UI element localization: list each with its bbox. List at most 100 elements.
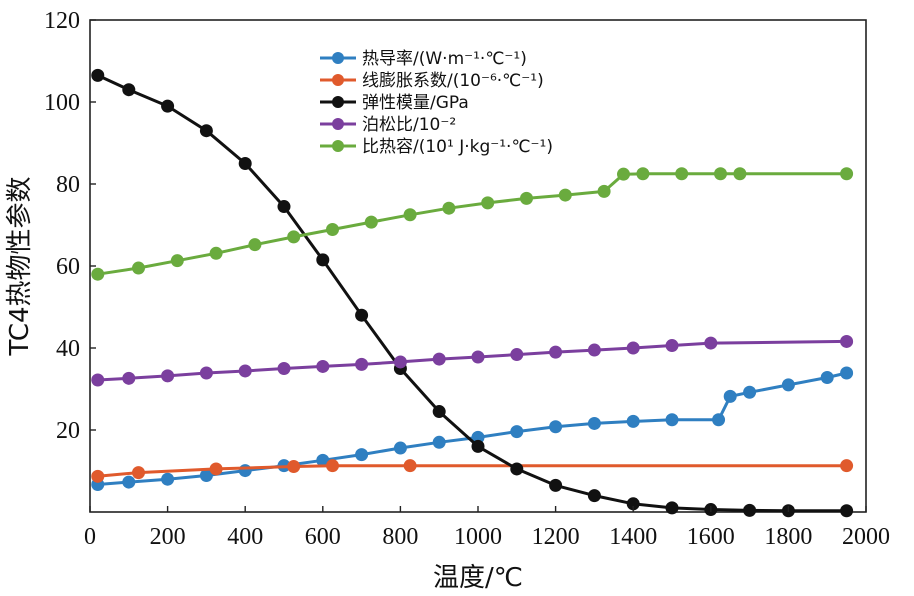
data-point xyxy=(209,246,223,260)
data-point xyxy=(393,441,407,455)
data-point xyxy=(122,83,136,97)
data-point xyxy=(355,448,369,462)
data-point xyxy=(122,371,136,385)
data-point xyxy=(597,184,611,198)
x-tick-label: 200 xyxy=(150,524,186,550)
data-point xyxy=(587,343,601,357)
data-point xyxy=(626,341,640,355)
x-tick-label: 1200 xyxy=(532,524,580,550)
data-point xyxy=(840,366,854,380)
data-point xyxy=(520,191,533,205)
series-line xyxy=(97,371,847,486)
data-point xyxy=(287,459,301,473)
data-point xyxy=(587,416,601,430)
data-point xyxy=(665,501,679,515)
data-point xyxy=(723,389,737,403)
legend-swatch-marker xyxy=(332,118,344,130)
data-point xyxy=(238,157,252,170)
y-axis-ticks: 20 40 60 80 100 120 xyxy=(44,8,96,444)
data-point xyxy=(665,339,679,353)
series-2 xyxy=(91,68,854,518)
data-point xyxy=(840,334,854,348)
data-point xyxy=(238,364,252,378)
y-tick-label: 120 xyxy=(44,8,80,34)
data-point xyxy=(403,208,417,222)
x-axis-ticks: 0 200 400 600 800 1000 1200 1400 1600 1800 2000 xyxy=(84,506,890,550)
data-point xyxy=(704,336,718,350)
legend-label: 泊松比/10⁻² xyxy=(362,115,456,135)
data-point xyxy=(510,348,524,362)
data-point xyxy=(199,469,213,483)
x-tick-label: 1600 xyxy=(687,524,735,550)
data-point xyxy=(91,373,105,387)
data-point xyxy=(355,357,369,371)
data-point xyxy=(277,200,291,214)
data-point xyxy=(326,459,339,473)
series-line xyxy=(97,172,847,276)
data-point xyxy=(549,420,563,434)
series-4 xyxy=(91,167,854,281)
data-point xyxy=(91,68,105,82)
data-point xyxy=(393,355,407,369)
data-point xyxy=(199,124,213,138)
data-point xyxy=(432,405,446,419)
x-tick-label: 600 xyxy=(305,524,341,550)
data-point xyxy=(326,223,339,237)
data-point xyxy=(743,385,757,399)
data-point xyxy=(675,167,689,181)
data-point xyxy=(781,378,795,392)
y-tick-label: 20 xyxy=(56,418,80,444)
x-tick-label: 400 xyxy=(227,524,263,550)
data-point xyxy=(91,469,105,483)
data-point xyxy=(471,350,485,364)
x-axis-title: 温度/℃ xyxy=(433,563,523,593)
data-point xyxy=(316,359,330,373)
data-point xyxy=(432,435,446,449)
legend-swatch-marker xyxy=(332,96,344,108)
data-point xyxy=(617,167,630,181)
legend-label: 比热容/(10¹ J·kg⁻¹·℃⁻¹) xyxy=(362,137,553,157)
data-point xyxy=(840,459,854,473)
series-layer xyxy=(91,68,854,518)
data-point xyxy=(714,167,727,181)
data-point xyxy=(712,413,726,427)
y-tick-label: 40 xyxy=(56,336,80,362)
legend-label: 线膨胀系数/(10⁻⁶·℃⁻¹) xyxy=(362,71,544,91)
data-point xyxy=(442,201,456,215)
x-tick-label: 0 xyxy=(84,524,96,550)
legend-item: 比热容/(10¹ J·kg⁻¹·℃⁻¹) xyxy=(320,137,553,157)
data-point xyxy=(170,254,184,268)
legend-label: 弹性模量/GPa xyxy=(362,93,469,113)
data-point xyxy=(471,439,485,453)
legend-swatch-marker xyxy=(332,52,344,64)
legend-label: 热导率/(W·m⁻¹·℃⁻¹) xyxy=(362,49,527,69)
data-point xyxy=(364,215,378,229)
legend-item: 线膨胀系数/(10⁻⁶·℃⁻¹) xyxy=(320,71,544,91)
data-point xyxy=(316,253,330,267)
data-point xyxy=(820,371,834,385)
legend-item: 热导率/(W·m⁻¹·℃⁻¹) xyxy=(320,49,527,69)
x-tick-label: 1800 xyxy=(764,524,812,550)
data-point xyxy=(626,414,640,428)
data-point xyxy=(549,345,563,359)
y-tick-label: 100 xyxy=(44,90,80,116)
x-tick-label: 800 xyxy=(382,524,418,550)
data-point xyxy=(510,462,524,476)
data-point xyxy=(840,504,854,518)
data-point xyxy=(481,196,495,210)
data-point xyxy=(132,261,145,275)
data-point xyxy=(199,366,213,380)
legend-item: 泊松比/10⁻² xyxy=(320,115,456,135)
data-point xyxy=(558,188,572,202)
y-axis-title: TC4热物性参数 xyxy=(5,176,35,356)
data-point xyxy=(161,369,175,383)
data-point xyxy=(355,308,369,322)
data-point xyxy=(636,167,650,181)
data-point xyxy=(626,497,640,511)
data-point xyxy=(277,362,291,375)
data-point xyxy=(161,99,175,113)
data-point xyxy=(91,267,105,281)
data-point xyxy=(316,453,330,467)
y-tick-label: 60 xyxy=(56,254,80,280)
